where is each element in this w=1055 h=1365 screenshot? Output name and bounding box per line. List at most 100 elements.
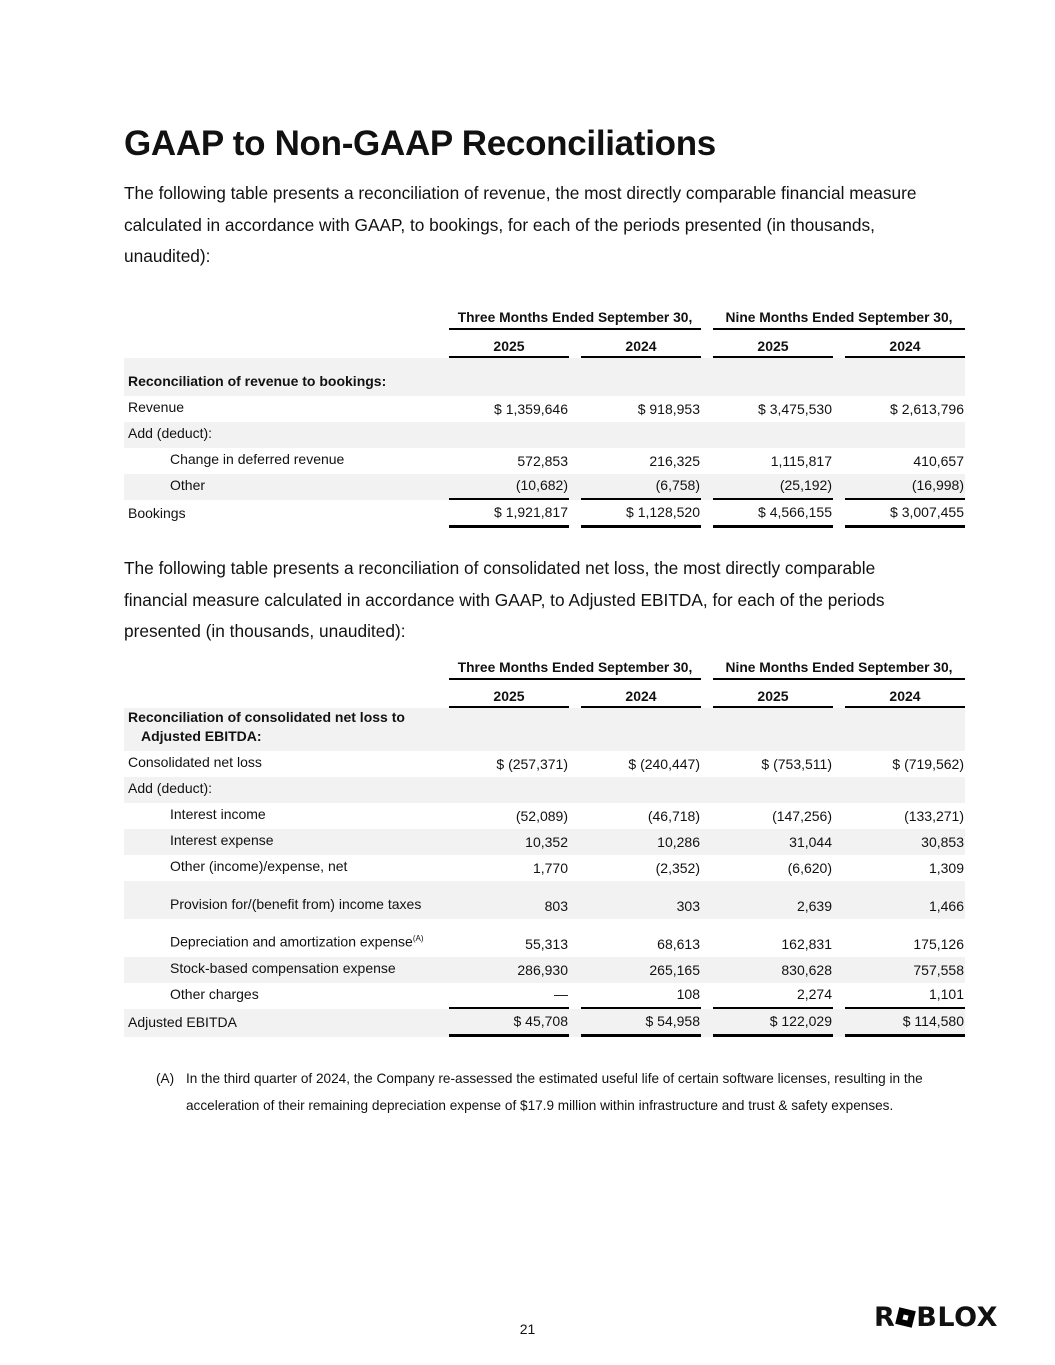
row-label-text: Other (income)/expense, net: [170, 858, 348, 874]
year-header: 2024: [581, 338, 701, 358]
value-cell: [449, 798, 569, 803]
value-cell: 175,126: [913, 936, 964, 952]
row-label: Add (deduct):: [124, 779, 437, 803]
row-label-text: Interest income: [170, 806, 266, 822]
value-cell: —: [449, 986, 569, 1009]
row-label-text: Add (deduct):: [128, 425, 213, 441]
value-cell: [581, 391, 701, 396]
table-row: Interest income (52,089) (46,718) (147,256)…: [124, 803, 965, 829]
row-label-text: Other charges: [170, 986, 259, 1002]
year-header-row: 2025 2024 2025 2024: [124, 682, 965, 708]
value-cell: (2,352): [655, 860, 700, 876]
value-cell: [713, 391, 833, 396]
value-cell: $ 918,953: [637, 401, 700, 417]
table-row: Add (deduct):: [124, 422, 965, 448]
value-cell: $ 2,613,796: [890, 401, 964, 417]
row-label: Reconciliation of revenue to bookings:: [124, 372, 437, 396]
table-row: Other (10,682) (6,758) (25,192) (16,998): [124, 474, 965, 500]
roblox-logo: R BLOX: [874, 1302, 998, 1333]
value-cell: 265,165: [649, 962, 700, 978]
value-cell: 303: [676, 898, 700, 914]
year-header: 2024: [845, 338, 965, 358]
value-cell: 2,639: [796, 898, 832, 914]
row-label: Adjusted EBITDA: [124, 1013, 437, 1037]
row-label-text: Depreciation and amortization expense: [170, 934, 413, 950]
value-cell: $ 3,007,455: [845, 504, 965, 528]
value-cell: (133,271): [904, 808, 964, 824]
row-label: Add (deduct):: [124, 424, 437, 448]
table-row: Interest expense 10,352 10,286 31,044 30,853: [124, 829, 965, 855]
value-cell: 216,325: [649, 453, 700, 469]
value-cell: [581, 443, 701, 448]
value-cell: (10,682): [449, 477, 569, 500]
value-cell: $ 1,921,817: [449, 504, 569, 528]
value-cell: [449, 746, 569, 751]
value-cell: [581, 746, 701, 751]
footnote-ref: (A): [412, 934, 424, 944]
value-cell: [581, 798, 701, 803]
value-cell: [713, 798, 833, 803]
intro-paragraph-bookings: The following table presents a reconcili…: [124, 183, 917, 266]
group-header-row: Three Months Ended September 30, Nine Mon…: [124, 656, 965, 680]
value-cell: (147,256): [772, 808, 832, 824]
row-label-text: Bookings: [128, 505, 186, 521]
table-row: Add (deduct):: [124, 777, 965, 803]
row-label: Bookings: [124, 504, 437, 528]
row-label: Other (income)/expense, net: [124, 857, 437, 881]
row-label-text: Provision for/(benefit from) income taxe…: [170, 896, 422, 912]
row-label: Other: [124, 476, 437, 500]
table-row: Provision for/(benefit from) income taxe…: [124, 881, 965, 919]
value-cell: (16,998): [845, 477, 965, 500]
table-row: Reconciliation of consolidated net loss …: [124, 708, 965, 751]
value-cell: [449, 391, 569, 396]
period-group-header: Nine Months Ended September 30,: [713, 660, 965, 680]
value-cell: 803: [544, 898, 568, 914]
value-cell: 410,657: [913, 453, 964, 469]
value-cell: $ (257,371): [496, 756, 568, 772]
value-cell: 10,352: [525, 834, 568, 850]
value-cell: 286,930: [517, 962, 568, 978]
value-cell: (46,718): [647, 808, 700, 824]
row-label: Change in deferred revenue: [124, 450, 437, 474]
value-cell: (52,089): [515, 808, 568, 824]
table-row: Change in deferred revenue 572,853 216,325…: [124, 448, 965, 474]
value-cell: (6,758): [581, 477, 701, 500]
value-cell: [845, 443, 965, 448]
footnote: (A) In the third quarter of 2024, the Co…: [156, 1066, 946, 1119]
value-cell: 1,115,817: [770, 453, 832, 469]
value-cell: [845, 746, 965, 751]
value-cell: $ 1,128,520: [581, 504, 701, 528]
value-cell: 108: [581, 986, 701, 1009]
value-cell: $ 3,475,530: [758, 401, 832, 417]
period-group-header: Nine Months Ended September 30,: [713, 310, 965, 330]
value-cell: 757,558: [913, 962, 964, 978]
row-label-text: Reconciliation of revenue to bookings:: [128, 373, 387, 389]
table-row: Adjusted EBITDA $ 45,708 $ 54,958 $ 122,029…: [124, 1009, 965, 1037]
row-label: Depreciation and amortization expense(A): [124, 929, 437, 957]
row-label: Revenue: [124, 398, 437, 422]
group-header-row: Three Months Ended September 30, Nine Mon…: [124, 306, 965, 330]
value-cell: (25,192): [713, 477, 833, 500]
value-cell: $ 114,580: [845, 1013, 965, 1037]
year-header: 2025: [449, 688, 569, 708]
value-cell: $ 122,029: [713, 1013, 833, 1037]
value-cell: [845, 798, 965, 803]
row-label-text: Consolidated net loss: [128, 754, 262, 770]
intro-paragraph-ebitda: The following table presents a reconcili…: [124, 558, 885, 641]
value-cell: 1,466: [928, 898, 964, 914]
value-cell: 68,613: [657, 936, 700, 952]
row-label: Reconciliation of consolidated net loss …: [124, 708, 437, 751]
page-number: 21: [519, 1321, 536, 1337]
value-cell: $ 45,708: [449, 1013, 569, 1037]
table-row: Depreciation and amortization expense(A)…: [124, 919, 965, 957]
table-row: Other charges — 108 2,274 1,101: [124, 983, 965, 1009]
revenue-to-bookings-table: Three Months Ended September 30, Nine Mon…: [124, 306, 965, 528]
year-header-row: 2025 2024 2025 2024: [124, 332, 965, 358]
year-header: 2025: [713, 688, 833, 708]
page-title: GAAP to Non-GAAP Reconciliations: [124, 124, 716, 163]
value-cell: 830,628: [781, 962, 832, 978]
period-group-header: Three Months Ended September 30,: [449, 660, 701, 680]
table-row: Consolidated net loss $ (257,371) $ (240,4…: [124, 751, 965, 777]
table-row: Other (income)/expense, net 1,770 (2,352) (…: [124, 855, 965, 881]
row-label-text: Adjusted EBITDA: [128, 1014, 237, 1030]
